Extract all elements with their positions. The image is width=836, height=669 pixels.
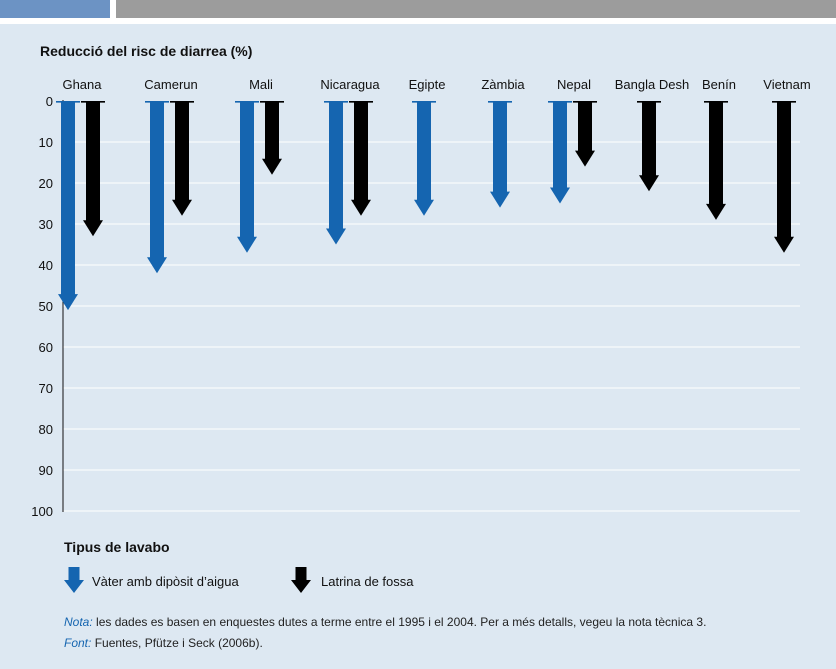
legend-pit-latrine-label: Latrina de fossa xyxy=(321,574,414,589)
pit-latrine-arrow xyxy=(772,101,796,253)
note-line: Nota: les dades es basen en enquestes du… xyxy=(64,612,706,633)
category-label: Nicaragua xyxy=(320,77,380,92)
pit-latrine-arrow xyxy=(349,101,373,216)
y-tick-label: 70 xyxy=(39,381,53,396)
notes: Nota: les dades es basen en enquestes du… xyxy=(64,612,706,654)
legend-title: Tipus de lavabo xyxy=(64,539,170,555)
header-bar-accent xyxy=(0,0,110,18)
flush-toilet-arrow xyxy=(145,101,169,274)
y-tick-label: 60 xyxy=(39,340,53,355)
category-label: Bangla Desh xyxy=(615,77,689,92)
source-line: Font: Fuentes, Pfütze i Seck (2006b). xyxy=(64,633,706,654)
y-tick-label: 0 xyxy=(46,94,53,109)
flush-toilet-arrow xyxy=(548,101,572,204)
category-label: Vietnam xyxy=(763,77,810,92)
pit-latrine-arrow xyxy=(704,101,728,220)
pit-latrine-arrow xyxy=(260,101,284,175)
note-label: Nota: xyxy=(64,615,93,629)
category-label: Mali xyxy=(249,77,273,92)
legend-pit-latrine-icon xyxy=(291,567,311,593)
category-label: Egipte xyxy=(409,77,446,92)
pit-latrine-arrow xyxy=(637,101,661,192)
flush-toilet-arrow xyxy=(412,101,436,216)
legend-flush-toilet-icon xyxy=(64,567,84,593)
category-label: Camerun xyxy=(144,77,197,92)
header-bar xyxy=(116,0,836,18)
flush-toilet-arrow xyxy=(488,101,512,208)
category-label: Ghana xyxy=(62,77,102,92)
y-tick-label: 50 xyxy=(39,299,53,314)
category-label: Benín xyxy=(702,77,736,92)
legend-flush-toilet-label: Vàter amb dipòsit d’aigua xyxy=(92,574,239,589)
source-text: Fuentes, Pfütze i Seck (2006b). xyxy=(91,636,263,650)
source-label: Font: xyxy=(64,636,92,650)
flush-toilet-arrow xyxy=(56,101,80,311)
y-axis-ticks: 0 10 20 30 40 50 60 70 80 90 100 xyxy=(31,94,53,519)
legend: Vàter amb dipòsit d’aigua Latrina de foss… xyxy=(64,567,414,593)
y-tick-label: 80 xyxy=(39,422,53,437)
note-text: les dades es basen en enquestes dutes a … xyxy=(92,615,707,629)
category-label: Zàmbia xyxy=(481,77,525,92)
y-tick-label: 100 xyxy=(31,504,53,519)
arrow-bars xyxy=(56,101,796,311)
y-tick-label: 90 xyxy=(39,463,53,478)
gridlines xyxy=(63,141,800,512)
y-tick-label: 20 xyxy=(39,176,53,191)
pit-latrine-arrow xyxy=(170,101,194,216)
category-labels: Ghana Camerun Mali Nicaragua Egipte Zàmbia Nep… xyxy=(62,77,810,92)
pit-latrine-arrow xyxy=(81,101,105,237)
chart-title: Reducció del risc de diarrea (%) xyxy=(40,43,252,59)
category-label: Nepal xyxy=(557,77,591,92)
y-tick-label: 10 xyxy=(39,135,53,150)
y-tick-label: 30 xyxy=(39,217,53,232)
flush-toilet-arrow xyxy=(324,101,348,245)
flush-toilet-arrow xyxy=(235,101,259,253)
y-tick-label: 40 xyxy=(39,258,53,273)
pit-latrine-arrow xyxy=(573,101,597,167)
